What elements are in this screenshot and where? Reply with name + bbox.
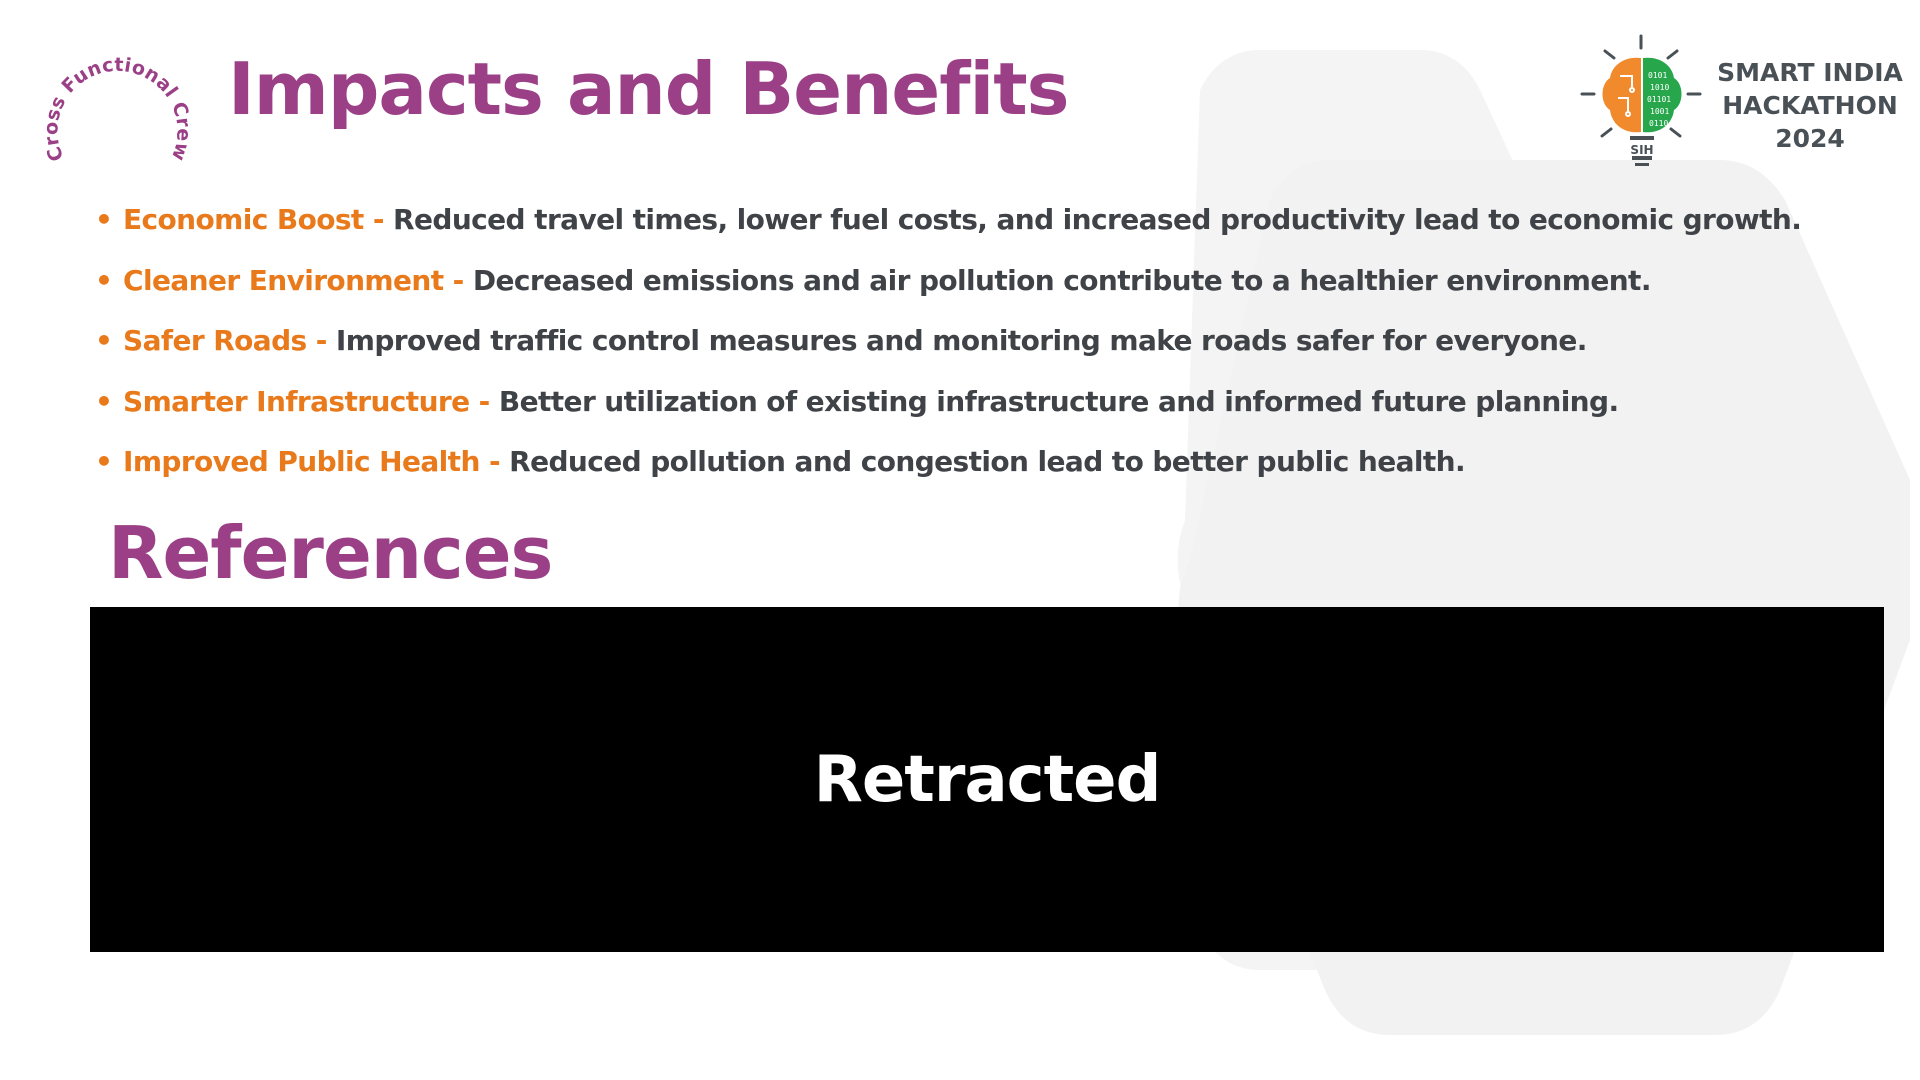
lightbulb-rays-icon [1580, 34, 1702, 138]
benefit-name: Smarter Infrastructure [123, 384, 470, 418]
bullet-icon: • [95, 263, 113, 297]
benefit-item: • Economic Boost - Reduced travel times,… [95, 196, 1802, 257]
benefit-description: Reduced pollution and congestion lead to… [509, 445, 1466, 478]
sih-bits-1: 0101 [1648, 71, 1667, 80]
benefit-description: Reduced travel times, lower fuel costs, … [393, 203, 1802, 236]
team-logo: Cross Functional Crew [40, 54, 194, 164]
references-title: References [108, 511, 553, 595]
brain-icon: 0101 1010 01101 1001 0110 SIH [1602, 57, 1682, 166]
benefit-description: Better utilization of existing infrastru… [498, 384, 1619, 418]
references-panel: Retracted [90, 607, 1884, 952]
sih-badge: SIH [1630, 143, 1653, 157]
benefit-name: Cleaner Environment [123, 263, 444, 297]
benefit-name: Improved Public Health [123, 445, 480, 478]
bullet-icon: • [95, 324, 113, 357]
sih-wordmark: SMART INDIA HACKATHON 2024 [1710, 56, 1910, 155]
benefit-name: Safer Roads [123, 324, 307, 357]
sih-bits-5: 0110 [1649, 119, 1668, 128]
team-logo-text: Cross Functional Crew [40, 54, 194, 164]
benefit-separator: - [443, 263, 473, 297]
sih-logo: 0101 1010 01101 1001 0110 SIH [1580, 34, 1702, 166]
sih-line3: 2024 [1775, 124, 1845, 153]
benefit-item: • Cleaner Environment - Decreased emissi… [95, 257, 1801, 318]
benefit-item: • Smarter Infrastructure - Better utiliz… [95, 378, 1801, 439]
references-panel-text: Retracted [813, 742, 1162, 817]
sih-bits-3: 01101 [1647, 95, 1671, 104]
bullet-icon: • [95, 384, 113, 418]
svg-text:Cross Functional Crew: Cross Functional Crew [40, 54, 194, 164]
benefit-separator: - [469, 384, 499, 418]
benefit-separator: - [479, 445, 510, 478]
bullet-icon: • [95, 445, 113, 478]
sih-bits-4: 1001 [1650, 107, 1669, 116]
sih-line2: HACKATHON [1722, 91, 1898, 120]
benefit-name: Economic Boost [123, 203, 364, 236]
benefit-separator: - [306, 324, 336, 357]
sih-bits-2: 1010 [1650, 83, 1669, 92]
benefit-separator: - [363, 203, 394, 236]
benefit-description: Decreased emissions and air pollution co… [472, 263, 1652, 297]
benefit-item: • Improved Public Health - Reduced pollu… [95, 438, 1801, 499]
page-title: Impacts and Benefits [228, 47, 1069, 131]
sih-line1: SMART INDIA [1717, 58, 1903, 87]
benefit-item: • Safer Roads - Improved traffic control… [95, 317, 1801, 378]
bullet-icon: • [95, 203, 113, 236]
benefits-list: • Economic Boost - Reduced travel times,… [95, 196, 1802, 499]
benefit-description: Improved traffic control measures and mo… [335, 324, 1587, 357]
